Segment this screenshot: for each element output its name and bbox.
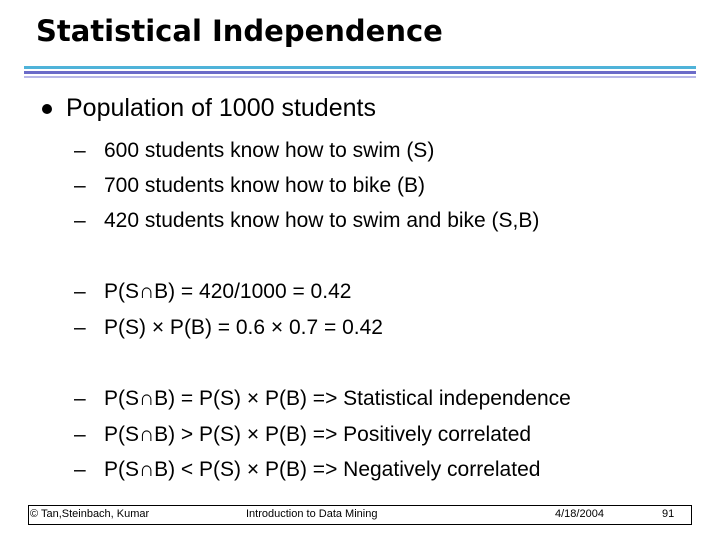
slide-title: Statistical Independence [36, 14, 443, 48]
footer-date: 4/18/2004 [555, 508, 604, 520]
dash-icon: – [74, 209, 86, 232]
footer-frame [28, 505, 692, 525]
dash-icon: – [74, 387, 86, 410]
sub-bullet-product-probability: – P(S) × P(B) = 0.6 × 0.7 = 0.42 [74, 316, 383, 340]
dash-icon: – [74, 280, 86, 303]
sub-bullet-text: 700 students know how to bike (B) [104, 174, 426, 197]
dash-icon: – [74, 139, 86, 162]
dash-icon: – [74, 174, 86, 197]
sub-bullet-bike: –700 students know how to bike (B) [74, 174, 425, 198]
title-rule-top [24, 66, 696, 69]
main-bullet: Population of 1000 students [40, 94, 376, 123]
sub-bullet-joint-probability: – P(S∩B) = 420/1000 = 0.42 [74, 280, 351, 304]
main-bullet-text: Population of 1000 students [66, 94, 376, 122]
footer-page-number: 91 [662, 508, 675, 520]
dash-icon: – [74, 458, 86, 481]
sub-bullet-text: P(S∩B) = 420/1000 = 0.42 [104, 280, 352, 303]
title-rule-middle [24, 71, 696, 74]
sub-bullet-swim: –600 students know how to swim (S) [74, 139, 434, 163]
title-rule-bottom [24, 76, 696, 78]
footer-course: Introduction to Data Mining [246, 508, 378, 520]
sub-bullet-text: 600 students know how to swim (S) [104, 139, 435, 162]
dash-icon: – [74, 423, 86, 446]
sub-bullet-positive: – P(S∩B) > P(S) × P(B) => Positively corr… [74, 423, 531, 447]
sub-bullet-text: P(S∩B) = P(S) × P(B) => Statistical inde… [104, 387, 571, 410]
sub-bullet-independence: – P(S∩B) = P(S) × P(B) => Statistical ind… [74, 387, 571, 411]
sub-bullet-text: P(S) × P(B) = 0.6 × 0.7 = 0.42 [104, 316, 383, 339]
sub-bullet-text: 420 students know how to swim and bike (… [104, 209, 540, 232]
footer-copyright: © Tan,Steinbach, Kumar [30, 508, 150, 520]
sub-bullet-text: P(S∩B) < P(S) × P(B) => Negatively corre… [104, 458, 541, 481]
sub-bullet-negative: – P(S∩B) < P(S) × P(B) => Negatively corr… [74, 458, 540, 482]
bullet-dot-icon [42, 103, 52, 114]
sub-bullet-text: P(S∩B) > P(S) × P(B) => Positively corre… [104, 423, 532, 446]
dash-icon: – [74, 316, 86, 339]
sub-bullet-swim-bike: –420 students know how to swim and bike … [74, 209, 539, 233]
